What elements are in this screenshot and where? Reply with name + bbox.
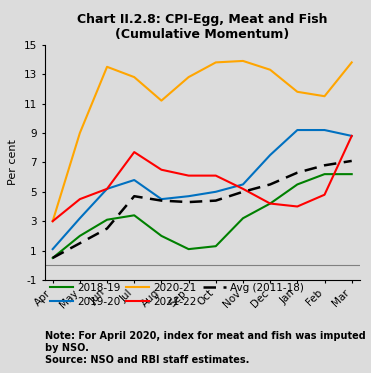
Text: Note: For April 2020, index for meat and fish was imputed by NSO.
Source: NSO an: Note: For April 2020, index for meat and… — [45, 331, 365, 364]
2021-22 — [322, 192, 327, 197]
2020-21 — [349, 60, 354, 65]
Avg (2011-18) — [241, 189, 245, 194]
2021-22 — [214, 173, 218, 178]
2021-22 — [241, 186, 245, 191]
2019-20 — [241, 182, 245, 186]
Avg (2011-18) — [349, 159, 354, 163]
2020-21 — [105, 65, 109, 69]
2020-21 — [159, 98, 164, 103]
2020-21 — [186, 75, 191, 79]
2021-22 — [349, 134, 354, 138]
2021-22 — [50, 219, 55, 223]
Line: 2018-19: 2018-19 — [53, 174, 352, 258]
Avg (2011-18) — [295, 170, 299, 175]
2021-22 — [132, 150, 137, 154]
2020-21 — [78, 131, 82, 135]
2018-19 — [105, 217, 109, 222]
2020-21 — [132, 75, 137, 79]
Avg (2011-18) — [78, 241, 82, 245]
Avg (2011-18) — [214, 198, 218, 203]
Y-axis label: Per cent: Per cent — [8, 140, 18, 185]
Line: 2021-22: 2021-22 — [53, 136, 352, 221]
Avg (2011-18) — [322, 163, 327, 167]
2019-20 — [349, 134, 354, 138]
Avg (2011-18) — [186, 200, 191, 204]
2020-21 — [50, 219, 55, 223]
Avg (2011-18) — [268, 182, 272, 186]
2021-22 — [186, 173, 191, 178]
Line: 2019-20: 2019-20 — [53, 130, 352, 249]
2018-19 — [159, 233, 164, 238]
2018-19 — [78, 233, 82, 238]
2020-21 — [214, 60, 218, 65]
Avg (2011-18) — [105, 226, 109, 231]
2018-19 — [268, 201, 272, 206]
2019-20 — [50, 247, 55, 251]
2019-20 — [322, 128, 327, 132]
2020-21 — [295, 90, 299, 94]
2019-20 — [186, 194, 191, 198]
2021-22 — [159, 167, 164, 172]
Avg (2011-18) — [50, 256, 55, 260]
2019-20 — [159, 197, 164, 201]
2018-19 — [214, 244, 218, 248]
2021-22 — [268, 201, 272, 206]
2018-19 — [241, 216, 245, 220]
2019-20 — [132, 178, 137, 182]
2020-21 — [322, 94, 327, 98]
2018-19 — [322, 172, 327, 176]
Title: Chart II.2.8: CPI-Egg, Meat and Fish
(Cumulative Momentum): Chart II.2.8: CPI-Egg, Meat and Fish (Cu… — [77, 13, 328, 41]
2018-19 — [132, 213, 137, 217]
2019-20 — [295, 128, 299, 132]
Avg (2011-18) — [159, 198, 164, 203]
2019-20 — [78, 216, 82, 220]
2018-19 — [186, 247, 191, 251]
2019-20 — [214, 189, 218, 194]
2020-21 — [268, 68, 272, 72]
Line: Avg (2011-18): Avg (2011-18) — [53, 161, 352, 258]
Line: 2020-21: 2020-21 — [53, 61, 352, 221]
2018-19 — [50, 256, 55, 260]
Legend: 2018-19, 2019-20, 2020-21, 2021-22, Avg (2011-18): 2018-19, 2019-20, 2020-21, 2021-22, Avg … — [50, 283, 304, 307]
2021-22 — [105, 186, 109, 191]
2020-21 — [241, 59, 245, 63]
2018-19 — [295, 182, 299, 186]
2021-22 — [78, 197, 82, 201]
2021-22 — [295, 204, 299, 209]
2018-19 — [349, 172, 354, 176]
2019-20 — [268, 153, 272, 157]
2019-20 — [105, 186, 109, 191]
Avg (2011-18) — [132, 194, 137, 198]
